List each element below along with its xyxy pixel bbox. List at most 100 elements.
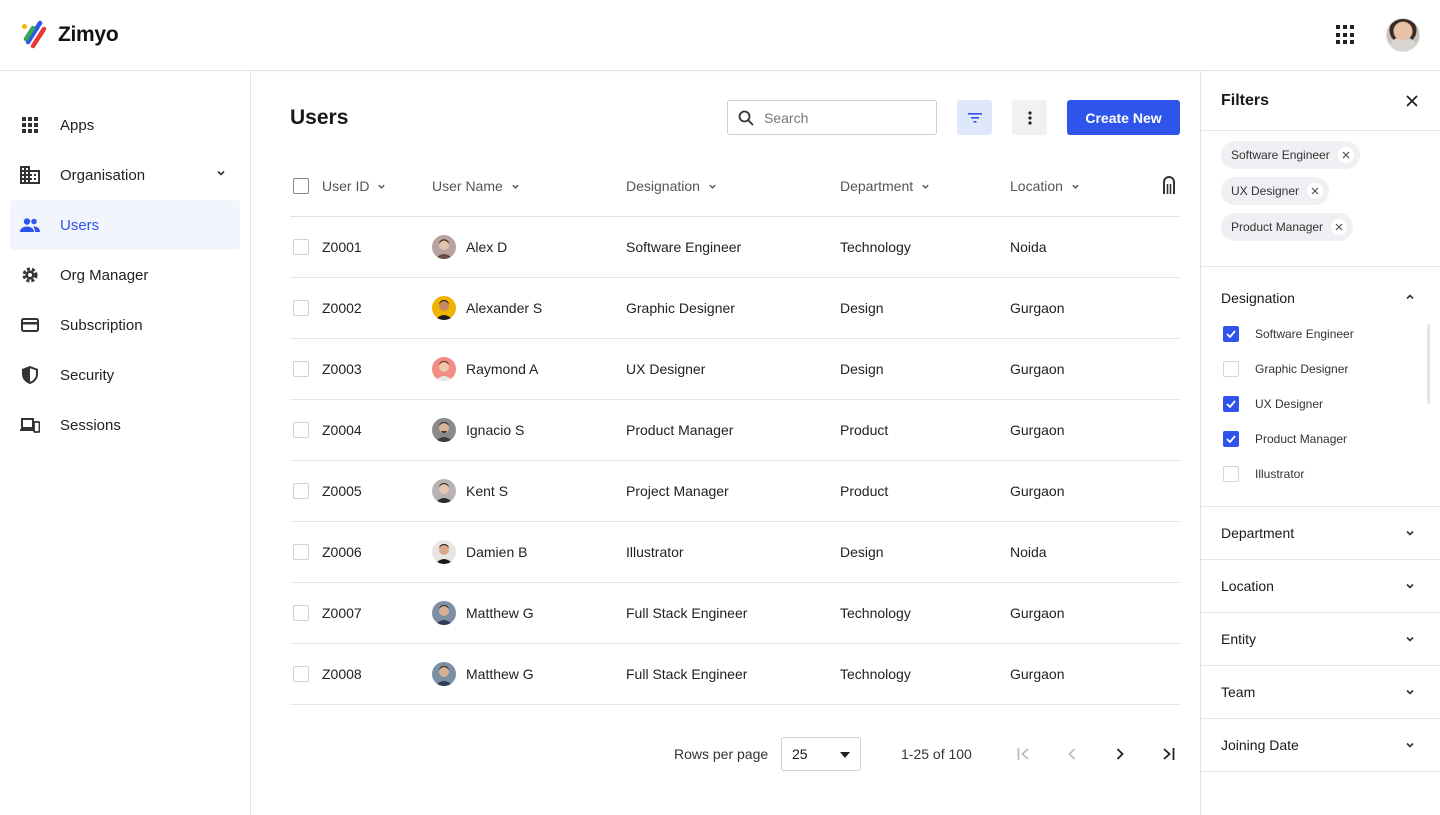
row-checkbox[interactable]	[293, 666, 309, 682]
sidebar-item-users[interactable]: Users	[10, 200, 240, 250]
chevron-down-icon[interactable]	[1405, 687, 1415, 697]
table-row[interactable]: Z0003 Raymond A UX Designer Design Gurga…	[290, 339, 1180, 400]
sidebar-item-organisation[interactable]: Organisation	[10, 150, 240, 200]
table-row[interactable]: Z0006 Damien B Illustrator Design Noida	[290, 522, 1180, 583]
row-checkbox[interactable]	[293, 361, 309, 377]
more-options-button[interactable]	[1012, 100, 1047, 135]
avatar	[432, 357, 456, 381]
filters-scrollbar[interactable]	[1427, 324, 1430, 404]
remove-chip-icon[interactable]	[1307, 183, 1324, 199]
select-all-checkbox[interactable]	[293, 178, 309, 194]
cell-department: Design	[840, 361, 884, 377]
sidebar-item-org-manager[interactable]: Org Manager	[10, 250, 240, 300]
cell-location: Gurgaon	[1010, 422, 1065, 438]
chip-label: Product Manager	[1231, 220, 1324, 234]
chevron-down-icon[interactable]	[1405, 528, 1415, 538]
chevron-down-icon	[1072, 184, 1079, 189]
filter-section-team[interactable]: Team	[1221, 684, 1256, 700]
column-settings-icon[interactable]	[1161, 174, 1177, 194]
row-checkbox[interactable]	[293, 239, 309, 255]
next-page-button[interactable]	[1108, 742, 1132, 766]
sidebar-item-label: Apps	[60, 116, 95, 134]
chevron-up-icon[interactable]	[1405, 292, 1415, 302]
main-content: Users Create New User ID User Name Desig…	[251, 71, 1200, 815]
cell-location: Gurgaon	[1010, 666, 1065, 682]
checkbox-unchecked[interactable]	[1223, 466, 1239, 482]
filter-option[interactable]: Product Manager	[1223, 431, 1347, 447]
table-row[interactable]: Z0005 Kent S Project Manager Product Gur…	[290, 461, 1180, 522]
sidebar-item-security[interactable]: Security	[10, 350, 240, 400]
chevron-down-icon[interactable]	[1405, 581, 1415, 591]
filter-section-designation[interactable]: Designation	[1221, 290, 1295, 306]
table-row[interactable]: Z0008 Matthew G Full Stack Engineer Tech…	[290, 644, 1180, 705]
cell-designation: Graphic Designer	[626, 300, 735, 316]
divider	[1201, 718, 1440, 719]
chevron-down-icon	[378, 184, 386, 189]
cell-designation: Full Stack Engineer	[626, 605, 748, 621]
cell-location: Noida	[1010, 544, 1047, 560]
filter-chip: UX Designer	[1221, 177, 1330, 205]
filter-section-department[interactable]: Department	[1221, 525, 1295, 541]
sidebar-item-apps[interactable]: Apps	[10, 100, 240, 150]
filter-section-joining-date[interactable]: Joining Date	[1221, 737, 1299, 753]
row-checkbox[interactable]	[293, 300, 309, 316]
table-row[interactable]: Z0001 Alex D Software Engineer Technolog…	[290, 217, 1180, 278]
search-input[interactable]	[764, 109, 924, 126]
checkbox-checked[interactable]	[1223, 431, 1239, 447]
column-header-location[interactable]: Location	[1010, 178, 1080, 194]
sidebar: Apps Organisation Users Org Manager Subs…	[0, 71, 251, 815]
cell-department: Product	[840, 422, 889, 438]
filter-option[interactable]: Illustrator	[1223, 466, 1304, 482]
pagination: Rows per page 25 1-25 of 100	[251, 737, 1200, 771]
close-icon[interactable]	[1403, 92, 1421, 110]
column-header-user-name[interactable]: User Name	[432, 178, 520, 194]
last-page-button[interactable]	[1156, 742, 1180, 766]
create-new-button[interactable]: Create New	[1067, 100, 1180, 135]
column-header-designation[interactable]: Designation	[626, 178, 717, 194]
filter-option[interactable]: UX Designer	[1223, 396, 1323, 412]
cell-user-name: Raymond A	[466, 361, 539, 377]
shield-icon	[20, 365, 40, 385]
previous-page-button[interactable]	[1060, 742, 1084, 766]
page-title: Users	[290, 106, 349, 129]
chevron-down-icon[interactable]	[1405, 634, 1415, 644]
chevron-down-icon[interactable]	[1405, 740, 1415, 750]
app-launcher-icon[interactable]	[1336, 25, 1356, 45]
option-label: Software Engineer	[1255, 327, 1354, 341]
row-checkbox[interactable]	[293, 422, 309, 438]
first-page-icon	[1017, 748, 1029, 760]
first-page-button[interactable]	[1012, 742, 1036, 766]
cell-user-id: Z0006	[322, 544, 362, 560]
checkbox-checked[interactable]	[1223, 396, 1239, 412]
filter-section-location[interactable]: Location	[1221, 578, 1274, 594]
row-checkbox[interactable]	[293, 544, 309, 560]
sidebar-item-label: Users	[60, 216, 100, 234]
checkbox-checked[interactable]	[1223, 326, 1239, 342]
chevron-left-icon	[1068, 748, 1076, 760]
profile-avatar[interactable]	[1386, 18, 1420, 52]
cell-department: Product	[840, 483, 889, 499]
sidebar-item-subscription[interactable]: Subscription	[10, 300, 240, 350]
row-checkbox[interactable]	[293, 605, 309, 621]
column-header-department[interactable]: Department	[840, 178, 930, 194]
rows-per-page-select[interactable]: 25	[781, 737, 861, 771]
logo[interactable]: Zimyo	[20, 20, 119, 50]
filter-option[interactable]: Software Engineer	[1223, 326, 1354, 342]
building-icon	[20, 165, 40, 185]
filter-option[interactable]: Graphic Designer	[1223, 361, 1348, 377]
cell-department: Technology	[840, 666, 911, 682]
column-header-user-id[interactable]: User ID	[322, 178, 386, 194]
remove-chip-icon[interactable]	[1331, 219, 1348, 235]
table-row[interactable]: Z0002 Alexander S Graphic Designer Desig…	[290, 278, 1180, 339]
checkbox-unchecked[interactable]	[1223, 361, 1239, 377]
table-row[interactable]: Z0007 Matthew G Full Stack Engineer Tech…	[290, 583, 1180, 644]
search-box[interactable]	[727, 100, 937, 135]
table-row[interactable]: Z0004 Ignacio S Product Manager Product …	[290, 400, 1180, 461]
sidebar-item-sessions[interactable]: Sessions	[10, 400, 240, 450]
filter-button[interactable]	[957, 100, 992, 135]
remove-chip-icon[interactable]	[1337, 147, 1354, 163]
cell-user-id: Z0003	[322, 361, 362, 377]
app-name: Zimyo	[58, 23, 119, 46]
row-checkbox[interactable]	[293, 483, 309, 499]
filter-section-entity[interactable]: Entity	[1221, 631, 1257, 647]
